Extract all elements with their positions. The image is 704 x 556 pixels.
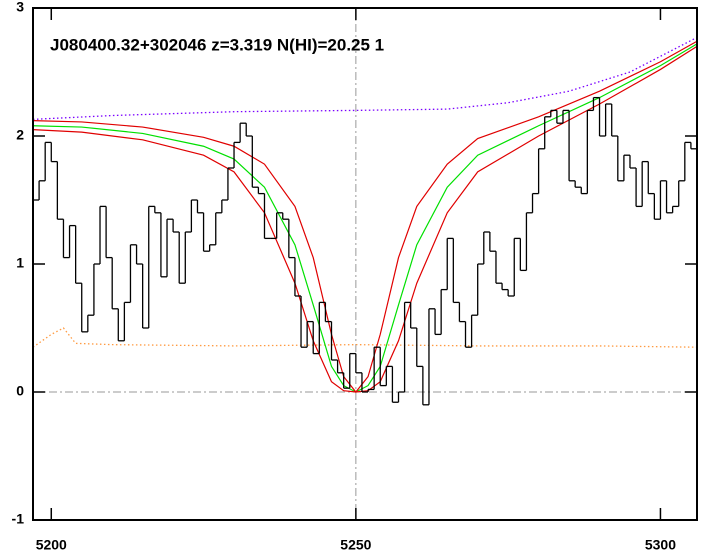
x-tick-label: 5200 xyxy=(36,537,67,553)
x-tick-label: 5300 xyxy=(645,537,676,553)
dotted-curve xyxy=(32,36,698,121)
chart-title: J080400.32+302046 z=3.319 N(HI)=20.25 1 xyxy=(50,35,384,54)
dotted-curve xyxy=(32,327,698,348)
plot-area xyxy=(32,8,698,520)
y-tick-label: 2 xyxy=(16,127,24,143)
y-tick-label: 0 xyxy=(16,383,24,399)
x-tick-label: 5250 xyxy=(340,537,371,553)
y-tick-label: -1 xyxy=(12,511,25,527)
model-curve xyxy=(32,45,698,393)
y-tick-label: 3 xyxy=(16,0,24,15)
y-tick-label: 1 xyxy=(16,255,24,271)
